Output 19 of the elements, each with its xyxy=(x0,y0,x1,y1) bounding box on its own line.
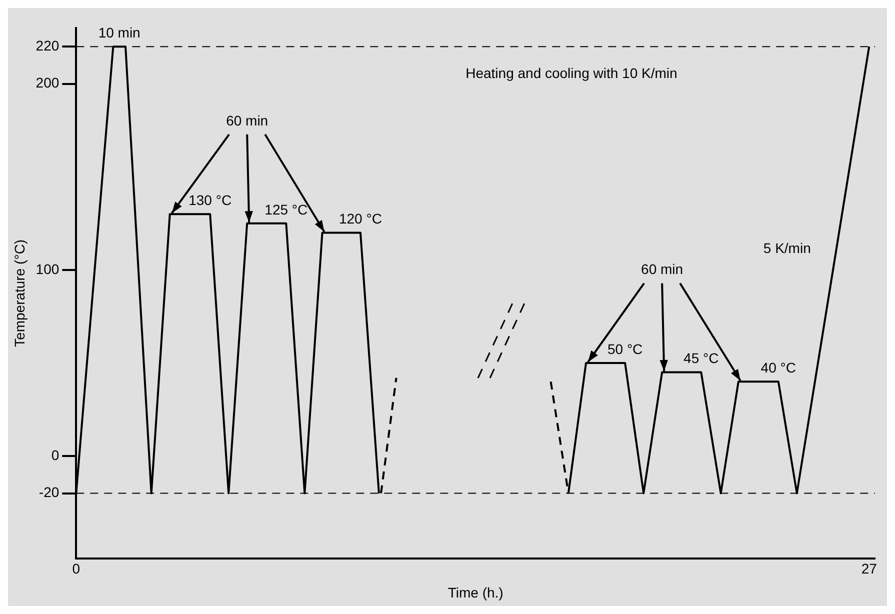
annotation: 130 °C xyxy=(188,192,232,208)
y-axis-title: Temperature (°C) xyxy=(11,239,28,347)
annotation: 60 min xyxy=(641,261,684,278)
annotation: 60 min xyxy=(226,112,268,128)
x-tick-label: 27 xyxy=(861,560,878,577)
y-tick-label: 0 xyxy=(51,446,60,463)
y-tick-label: 200 xyxy=(36,74,60,91)
annotation: 50 °C xyxy=(607,340,643,357)
y-tick-label: 220 xyxy=(36,37,60,54)
annotation: 5 K/min xyxy=(763,240,811,256)
x-axis-title: Time (h.) xyxy=(448,584,504,600)
y-tick-label: -20 xyxy=(38,484,60,500)
annotation: 120 °C xyxy=(338,210,382,227)
annotation: Heating and cooling with 10 K/min xyxy=(466,64,678,81)
annotation: 40 °C xyxy=(760,359,796,376)
annotation: 45 °C xyxy=(684,350,719,366)
annotation: 125 °C xyxy=(264,201,308,218)
y-tick-label: 100 xyxy=(36,260,60,277)
annotation: 10 min xyxy=(98,24,140,40)
